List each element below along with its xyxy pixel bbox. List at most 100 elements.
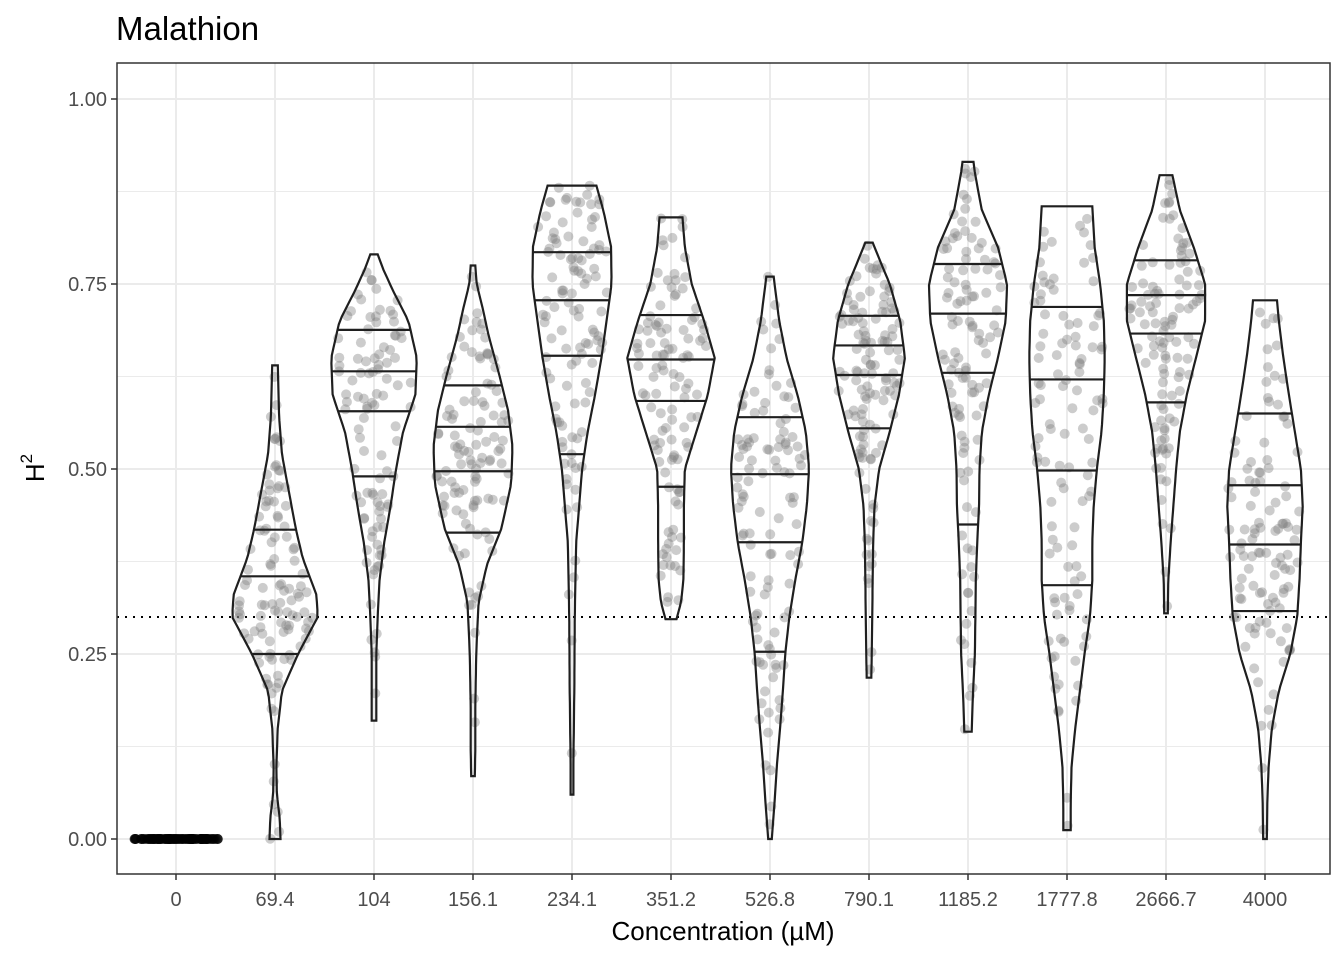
point xyxy=(1244,475,1255,486)
point xyxy=(889,377,900,388)
point xyxy=(651,321,662,331)
violin-group-526.8 xyxy=(730,271,810,841)
point xyxy=(269,496,279,507)
point xyxy=(760,397,771,408)
point xyxy=(1254,307,1265,318)
point xyxy=(1030,398,1041,408)
violins xyxy=(129,160,1305,844)
point xyxy=(546,333,557,344)
point xyxy=(658,240,669,251)
point xyxy=(1038,328,1049,339)
point xyxy=(1147,281,1158,292)
point xyxy=(371,317,382,328)
point xyxy=(1160,321,1171,332)
point xyxy=(269,554,280,564)
point xyxy=(485,454,496,465)
point xyxy=(148,834,159,844)
point xyxy=(1262,393,1273,403)
point xyxy=(356,497,367,508)
point xyxy=(1270,526,1281,536)
point xyxy=(766,548,777,559)
point xyxy=(973,335,984,346)
point xyxy=(1161,476,1172,487)
point xyxy=(389,330,400,341)
point xyxy=(496,417,507,428)
point xyxy=(459,548,470,559)
point xyxy=(288,544,299,555)
point xyxy=(1248,580,1259,591)
point xyxy=(283,624,294,635)
point xyxy=(869,360,880,371)
point xyxy=(961,254,971,264)
point xyxy=(1264,505,1275,516)
point xyxy=(465,423,476,434)
point xyxy=(681,383,691,394)
point xyxy=(657,360,668,371)
point xyxy=(857,318,868,329)
y-tick-label-2: 0.50 xyxy=(68,459,107,481)
point xyxy=(771,663,782,673)
point xyxy=(1155,336,1165,347)
point xyxy=(1193,280,1204,291)
point xyxy=(1058,381,1068,392)
point xyxy=(358,413,369,423)
point xyxy=(539,317,550,328)
point xyxy=(1268,313,1279,324)
point xyxy=(668,452,679,463)
point xyxy=(1087,342,1098,353)
point xyxy=(669,290,680,301)
point xyxy=(307,612,318,623)
point xyxy=(942,292,952,303)
point xyxy=(1254,517,1264,528)
point xyxy=(856,409,867,420)
point xyxy=(973,243,984,254)
point xyxy=(785,492,796,503)
point xyxy=(385,305,396,316)
point xyxy=(768,672,779,683)
point xyxy=(670,275,681,286)
point xyxy=(637,388,648,399)
point xyxy=(861,533,872,544)
violin-group-4000 xyxy=(1223,299,1305,841)
point xyxy=(587,214,597,225)
point xyxy=(959,436,970,447)
point xyxy=(477,397,488,408)
point xyxy=(678,325,689,335)
point xyxy=(745,571,756,582)
point xyxy=(1067,403,1078,414)
point xyxy=(389,316,399,327)
point xyxy=(672,454,683,465)
point xyxy=(1070,331,1081,342)
point xyxy=(942,243,953,254)
point xyxy=(594,240,605,251)
point xyxy=(1226,492,1237,503)
point xyxy=(763,369,774,380)
point xyxy=(858,404,868,414)
point xyxy=(1183,332,1194,343)
violin-outline-104 xyxy=(330,253,418,722)
point xyxy=(961,246,972,257)
point xyxy=(1254,616,1265,627)
point xyxy=(665,560,676,571)
point xyxy=(266,560,276,571)
point xyxy=(864,262,875,273)
point xyxy=(1070,340,1081,351)
point xyxy=(1035,295,1046,306)
point xyxy=(376,450,387,461)
point xyxy=(557,288,568,299)
point xyxy=(1159,433,1170,444)
point xyxy=(969,571,980,582)
point xyxy=(865,453,876,464)
point xyxy=(673,499,684,510)
x-tick-label-9: 1777.8 xyxy=(1036,889,1097,911)
point xyxy=(566,748,577,759)
point xyxy=(952,316,963,326)
point xyxy=(499,410,510,421)
point xyxy=(837,318,848,329)
point xyxy=(572,502,583,513)
point xyxy=(276,617,287,628)
point xyxy=(881,375,891,386)
point xyxy=(1174,303,1185,314)
point xyxy=(295,581,306,592)
